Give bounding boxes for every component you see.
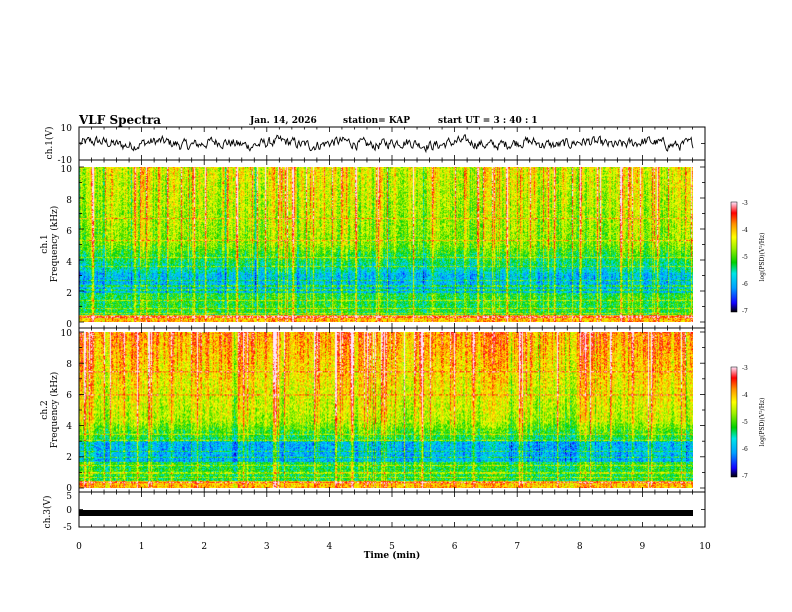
ch1-spec-ytick-0: 0 [66,320,72,330]
ch2-spec-ytick-0: 0 [66,484,72,494]
x-axis: 0 1 2 3 4 5 6 7 8 9 10 Time (min) [76,542,711,561]
ch3-waveform-line [79,510,693,516]
ch1-spec-ytick-6: 6 [66,227,72,237]
ch3-waveform-panel: 5 0 -5 ch.3(V) [42,491,706,533]
ch2-cb-tick-m7: -7 [742,473,748,480]
ch1-cb-tick-m7: -7 [742,308,748,315]
ch1-colorbar-gradient [730,201,738,313]
ch2-spec-ytick-10: 10 [61,329,73,339]
xtick-0: 0 [76,542,82,552]
ch3-ylabel: ch.3(V) [42,496,53,529]
ch2-spec-ylabel: Frequency (kHz) [49,372,60,449]
ch2-colorbar: -3 -4 -5 -6 -7 log(PSD)(V²/Hz) [730,365,766,480]
ch1-ylabel: ch.1(V) [44,127,55,160]
ch2-cb-tick-m3: -3 [742,365,748,372]
axis-ticks [78,126,706,528]
ch2-spec-ytick-group: 0 2 4 6 8 10 [61,329,73,494]
xtick-6: 6 [452,542,458,552]
ch1-waveform-panel: 10 -10 ch.1(V) [44,124,706,166]
ch1-waveform-line [79,134,694,154]
ch2-spec-channel-label: ch.2 [40,400,50,419]
ch2-colorbar-label: log(PSD)(V²/Hz) [759,398,766,447]
xtick-10: 10 [699,542,711,552]
ch1-spectrogram-panel: 0 2 4 6 8 10 ch.1 Frequency (kHz) [40,159,706,330]
ch1-spec-channel-label: ch.1 [40,234,50,253]
ch1-colorbar: -3 -4 -5 -6 -7 log(PSD)(V²/Hz) [730,200,766,315]
ch2-spec-ytick-2: 2 [66,453,72,463]
ch2-spec-ytick-8: 8 [66,360,72,370]
station-label: station= KAP [343,116,411,126]
date-label: Jan. 14, 2026 [250,116,317,126]
xtick-4: 4 [327,542,333,552]
ch2-cb-tick-m6: -6 [742,446,748,453]
ch1-ytick-min: -10 [58,156,73,166]
ch2-spectrogram-image [79,332,693,488]
xtick-9: 9 [640,542,646,552]
figure-title: VLF Spectra [79,113,162,127]
xtick-1: 1 [139,542,145,552]
ch1-spec-ytick-8: 8 [66,196,72,206]
ch1-colorbar-label: log(PSD)(V²/Hz) [759,233,766,282]
ch2-spec-ytick-4: 4 [66,422,72,432]
xtick-2: 2 [201,542,207,552]
ch1-ytick-max: 10 [61,124,73,134]
ch1-spec-ytick-10: 10 [61,165,73,175]
xtick-5: 5 [389,542,395,552]
ch3-waveform-frame [78,491,706,528]
ch1-cb-tick-m6: -6 [742,281,748,288]
ch3-ytick-max: 5 [66,492,72,502]
ch1-spec-ytick-4: 4 [66,258,72,268]
ch2-cb-tick-m5: -5 [742,419,748,426]
ch2-colorbar-gradient [730,366,738,478]
start-time-label: start UT = 3 : 40 : 1 [438,116,538,126]
ch1-spec-ytick-2: 2 [66,289,72,299]
ch3-ytick-zero: 0 [66,506,72,516]
ch2-spectrogram-panel: 0 2 4 6 8 10 ch.2 Frequency (kHz) [40,327,706,494]
xtick-8: 8 [577,542,583,552]
ch1-spectrogram-image [79,167,693,322]
ch2-spec-ytick-6: 6 [66,391,72,401]
ch2-cb-tick-m4: -4 [742,392,748,399]
ch1-cb-tick-m4: -4 [742,227,748,234]
x-axis-label: Time (min) [364,550,421,561]
xtick-3: 3 [264,542,270,552]
ch1-spec-ylabel: Frequency (kHz) [49,206,60,283]
ch3-ytick-min: -5 [63,523,72,533]
ch1-spec-ytick-group: 0 2 4 6 8 10 [61,165,73,330]
ch1-cb-tick-m3: -3 [742,200,748,207]
ch1-cb-tick-m5: -5 [742,254,748,261]
xtick-7: 7 [514,542,520,552]
